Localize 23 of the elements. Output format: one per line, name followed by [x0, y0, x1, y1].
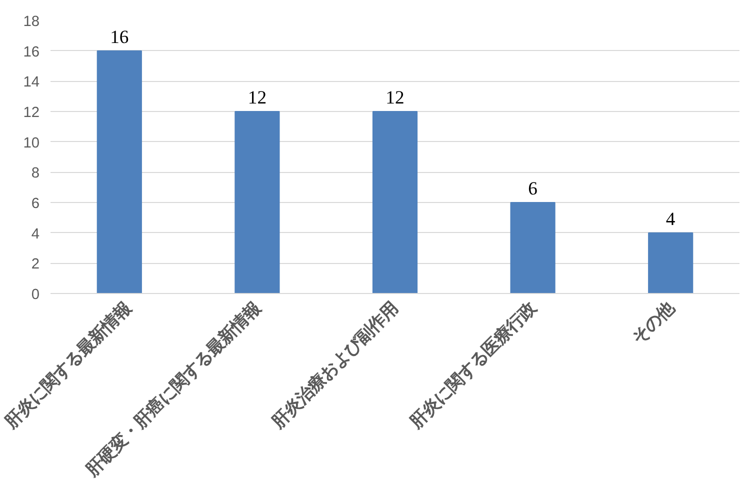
data-label: 4 [666, 208, 676, 230]
y-tick-label: 14 [23, 74, 40, 91]
x-tick-label: 肝炎治療および副作用 [267, 297, 402, 432]
bar [96, 50, 142, 294]
x-tick-label: その他 [627, 296, 678, 348]
data-label: 16 [110, 26, 129, 48]
y-tick-label: 10 [23, 135, 40, 152]
data-label: 12 [248, 88, 267, 108]
y-tick-label: 16 [23, 44, 40, 60]
bar [372, 111, 418, 294]
y-tick-label: 8 [31, 166, 40, 182]
y-tick-label: 18 [23, 14, 40, 30]
bar [234, 111, 280, 294]
y-tick-label: 12 [23, 105, 40, 121]
bar [510, 202, 556, 294]
data-label: 12 [386, 88, 404, 108]
y-tick-label: 0 [31, 287, 40, 303]
x-tick-label: 肝炎に関する医療行政 [404, 296, 541, 432]
data-label: 6 [528, 178, 538, 200]
y-tick-label: 4 [31, 226, 40, 242]
y-tick-label: 2 [31, 256, 40, 273]
bar [648, 232, 694, 294]
y-tick-label: 6 [31, 196, 40, 212]
